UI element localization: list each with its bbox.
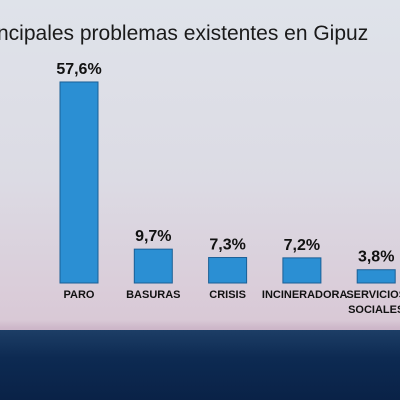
bar <box>208 257 248 284</box>
value-label: 57,6% <box>56 61 101 78</box>
bar <box>282 257 322 284</box>
value-label: 9,7% <box>135 228 171 245</box>
bottom-band <box>0 330 400 400</box>
x-tick-label: CRISIS <box>209 289 246 301</box>
x-tick-label: PARO <box>63 289 95 301</box>
value-label: 7,3% <box>209 237 245 254</box>
bar <box>59 81 99 284</box>
x-tick-label: BASURAS <box>126 289 181 301</box>
chart-title: ncipales problemas existentes en Gipuz <box>0 22 368 45</box>
bar <box>356 269 396 284</box>
value-label: 7,2% <box>284 237 320 254</box>
value-label: 3,8% <box>358 249 394 266</box>
bar <box>133 248 173 284</box>
x-tick-label: INCINERADORA <box>261 289 348 301</box>
